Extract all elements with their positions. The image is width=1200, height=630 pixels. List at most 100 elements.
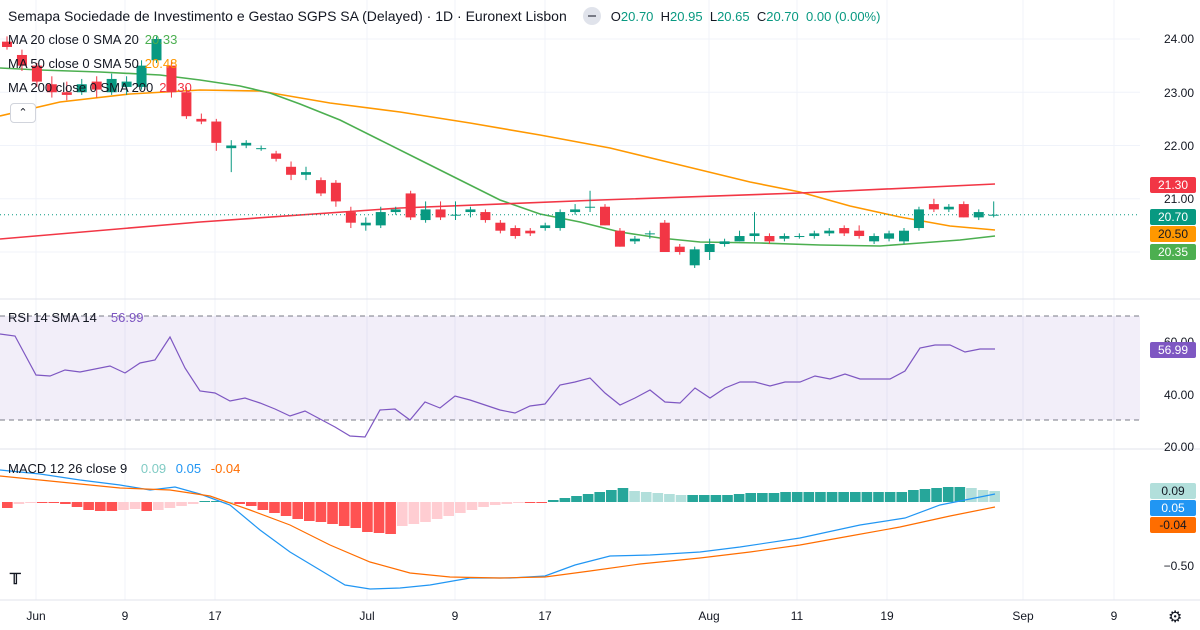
macd-histogram-bar	[269, 502, 280, 513]
macd-histogram-bar	[733, 494, 745, 502]
candle-body	[151, 39, 162, 61]
time-tick-label: 17	[538, 609, 552, 623]
price-tag	[1150, 177, 1196, 193]
macd-histogram-bar	[640, 492, 652, 502]
candle-body	[988, 214, 999, 216]
macd-histogram-bar	[768, 493, 780, 502]
macd-histogram-bar	[838, 492, 849, 502]
candle-body	[824, 230, 835, 234]
candle-body	[719, 241, 730, 245]
price-tick-label: 23.00	[1164, 86, 1194, 100]
macd-histogram-bar	[501, 502, 513, 504]
macd-histogram-bar	[652, 493, 664, 502]
candle-body	[779, 236, 790, 239]
candle-body	[734, 236, 745, 242]
candle-body	[16, 54, 27, 66]
collapse-legend-button[interactable]: ⌃	[10, 103, 36, 123]
time-tick-label: 9	[1111, 609, 1118, 623]
macd-histogram-bar	[245, 502, 257, 506]
price-tags: 21.30 20.70 20.50 20.35 56.99 0.09 0.05 -0.04	[1150, 177, 1196, 533]
candle-body	[809, 233, 820, 237]
macd-histogram-bar	[373, 502, 385, 533]
time-tick-label: 19	[880, 609, 894, 623]
candle-body	[106, 78, 117, 93]
candle-body	[854, 230, 865, 237]
chart-header: Semapa Sociedade de Investimento e Gesta…	[8, 7, 880, 25]
macd-histogram-bar	[559, 498, 571, 502]
rsi-tick-label: 40.00	[1164, 388, 1194, 402]
ma200-line	[0, 183, 996, 240]
time-axis[interactable]: Jun 9 17 Jul 9 17 Aug 11 19 Sep 9	[26, 609, 1117, 623]
signal-line	[0, 475, 996, 579]
macd-histogram-bar	[71, 502, 83, 507]
macd-histogram-bar	[826, 492, 838, 502]
macd-histogram-bar	[408, 502, 420, 524]
tradingview-logo-icon[interactable]: 𝕋	[10, 571, 21, 588]
candle-body	[61, 92, 72, 95]
time-tick-label: Jul	[359, 609, 374, 623]
candle-body	[644, 233, 655, 235]
candle-body	[704, 244, 715, 252]
candle-body	[480, 212, 491, 221]
macd-histogram-bar	[931, 488, 942, 502]
macd-histogram-bar	[304, 502, 315, 521]
macd-histogram-bar	[385, 502, 396, 534]
candle-body	[31, 65, 42, 82]
macd-histogram-bar	[141, 502, 153, 511]
macd-histogram-bar	[629, 491, 640, 502]
candle-body	[585, 206, 596, 208]
candle-body	[495, 222, 506, 231]
macd-histogram-bar	[118, 502, 129, 510]
candle-body	[465, 209, 476, 213]
market-status-icon[interactable]	[582, 7, 601, 25]
ohlc-values: O20.70 H20.95 L20.65 C20.70 0.00 (0.00%)	[610, 8, 881, 24]
candle-body	[166, 65, 177, 93]
legend-ma200[interactable]: MA 200 close 0 SMA 200 21.30	[8, 80, 192, 95]
macd-histogram-bar	[13, 502, 25, 504]
macd-histogram-bar	[338, 502, 350, 526]
candle-body	[913, 209, 924, 229]
rsi-tick-label: 20.00	[1164, 440, 1194, 454]
rsi-pane	[0, 333, 995, 438]
macd-histogram-bar	[478, 502, 489, 507]
legend-ma20[interactable]: MA 20 close 0 SMA 20 20.33	[8, 32, 178, 47]
legend-macd[interactable]: MACD 12 26 close 9 0.09 0.05 -0.04	[8, 461, 241, 476]
macd-histogram-bar	[571, 496, 582, 502]
candle-body	[420, 209, 431, 221]
legend-rsi[interactable]: RSI 14 SMA 14 56.99	[8, 310, 144, 325]
macd-histogram-bar	[582, 494, 594, 502]
macd-histogram-bar	[489, 502, 501, 505]
macd-histogram-bar	[803, 492, 815, 502]
gear-icon[interactable]: ⚙	[1168, 609, 1183, 626]
price-tag-label: 21.30	[1158, 178, 1188, 192]
macd-histogram-bar	[257, 502, 269, 510]
candles	[2, 36, 999, 268]
price-tag-label: 20.35	[1158, 245, 1188, 259]
candle-body	[315, 180, 326, 194]
price-axis[interactable]: 24.0023.0022.0021.0020.0060.0040.0020.00…	[1164, 32, 1195, 573]
candle-body	[405, 193, 416, 218]
rsi-tag	[1150, 342, 1196, 358]
macd-histogram-bar	[199, 501, 211, 502]
candle-body	[46, 84, 57, 93]
macd-histogram-bar	[780, 492, 791, 502]
macd-histogram-bar	[48, 502, 60, 503]
candle-body	[435, 209, 446, 218]
candle-body	[91, 81, 102, 90]
macd-histogram-bar	[547, 500, 559, 502]
macd-histogram-bar	[873, 492, 884, 502]
macd-histogram-bar	[83, 502, 94, 510]
candle-body	[884, 233, 895, 239]
candle-body	[450, 214, 461, 216]
macd-histogram-bar	[315, 502, 327, 522]
symbol-title[interactable]: Semapa Sociedade de Investimento e Gesta…	[8, 8, 567, 24]
macd-histogram-bar	[722, 495, 733, 502]
candle-body	[286, 166, 297, 175]
macd-histogram-bar	[594, 492, 606, 502]
candle-body	[375, 212, 386, 226]
price-tag-label: 20.70	[1158, 210, 1188, 224]
candle-body	[689, 249, 700, 266]
macd-histogram-bar	[664, 494, 675, 502]
legend-ma50[interactable]: MA 50 close 0 SMA 50 20.48	[8, 56, 178, 71]
